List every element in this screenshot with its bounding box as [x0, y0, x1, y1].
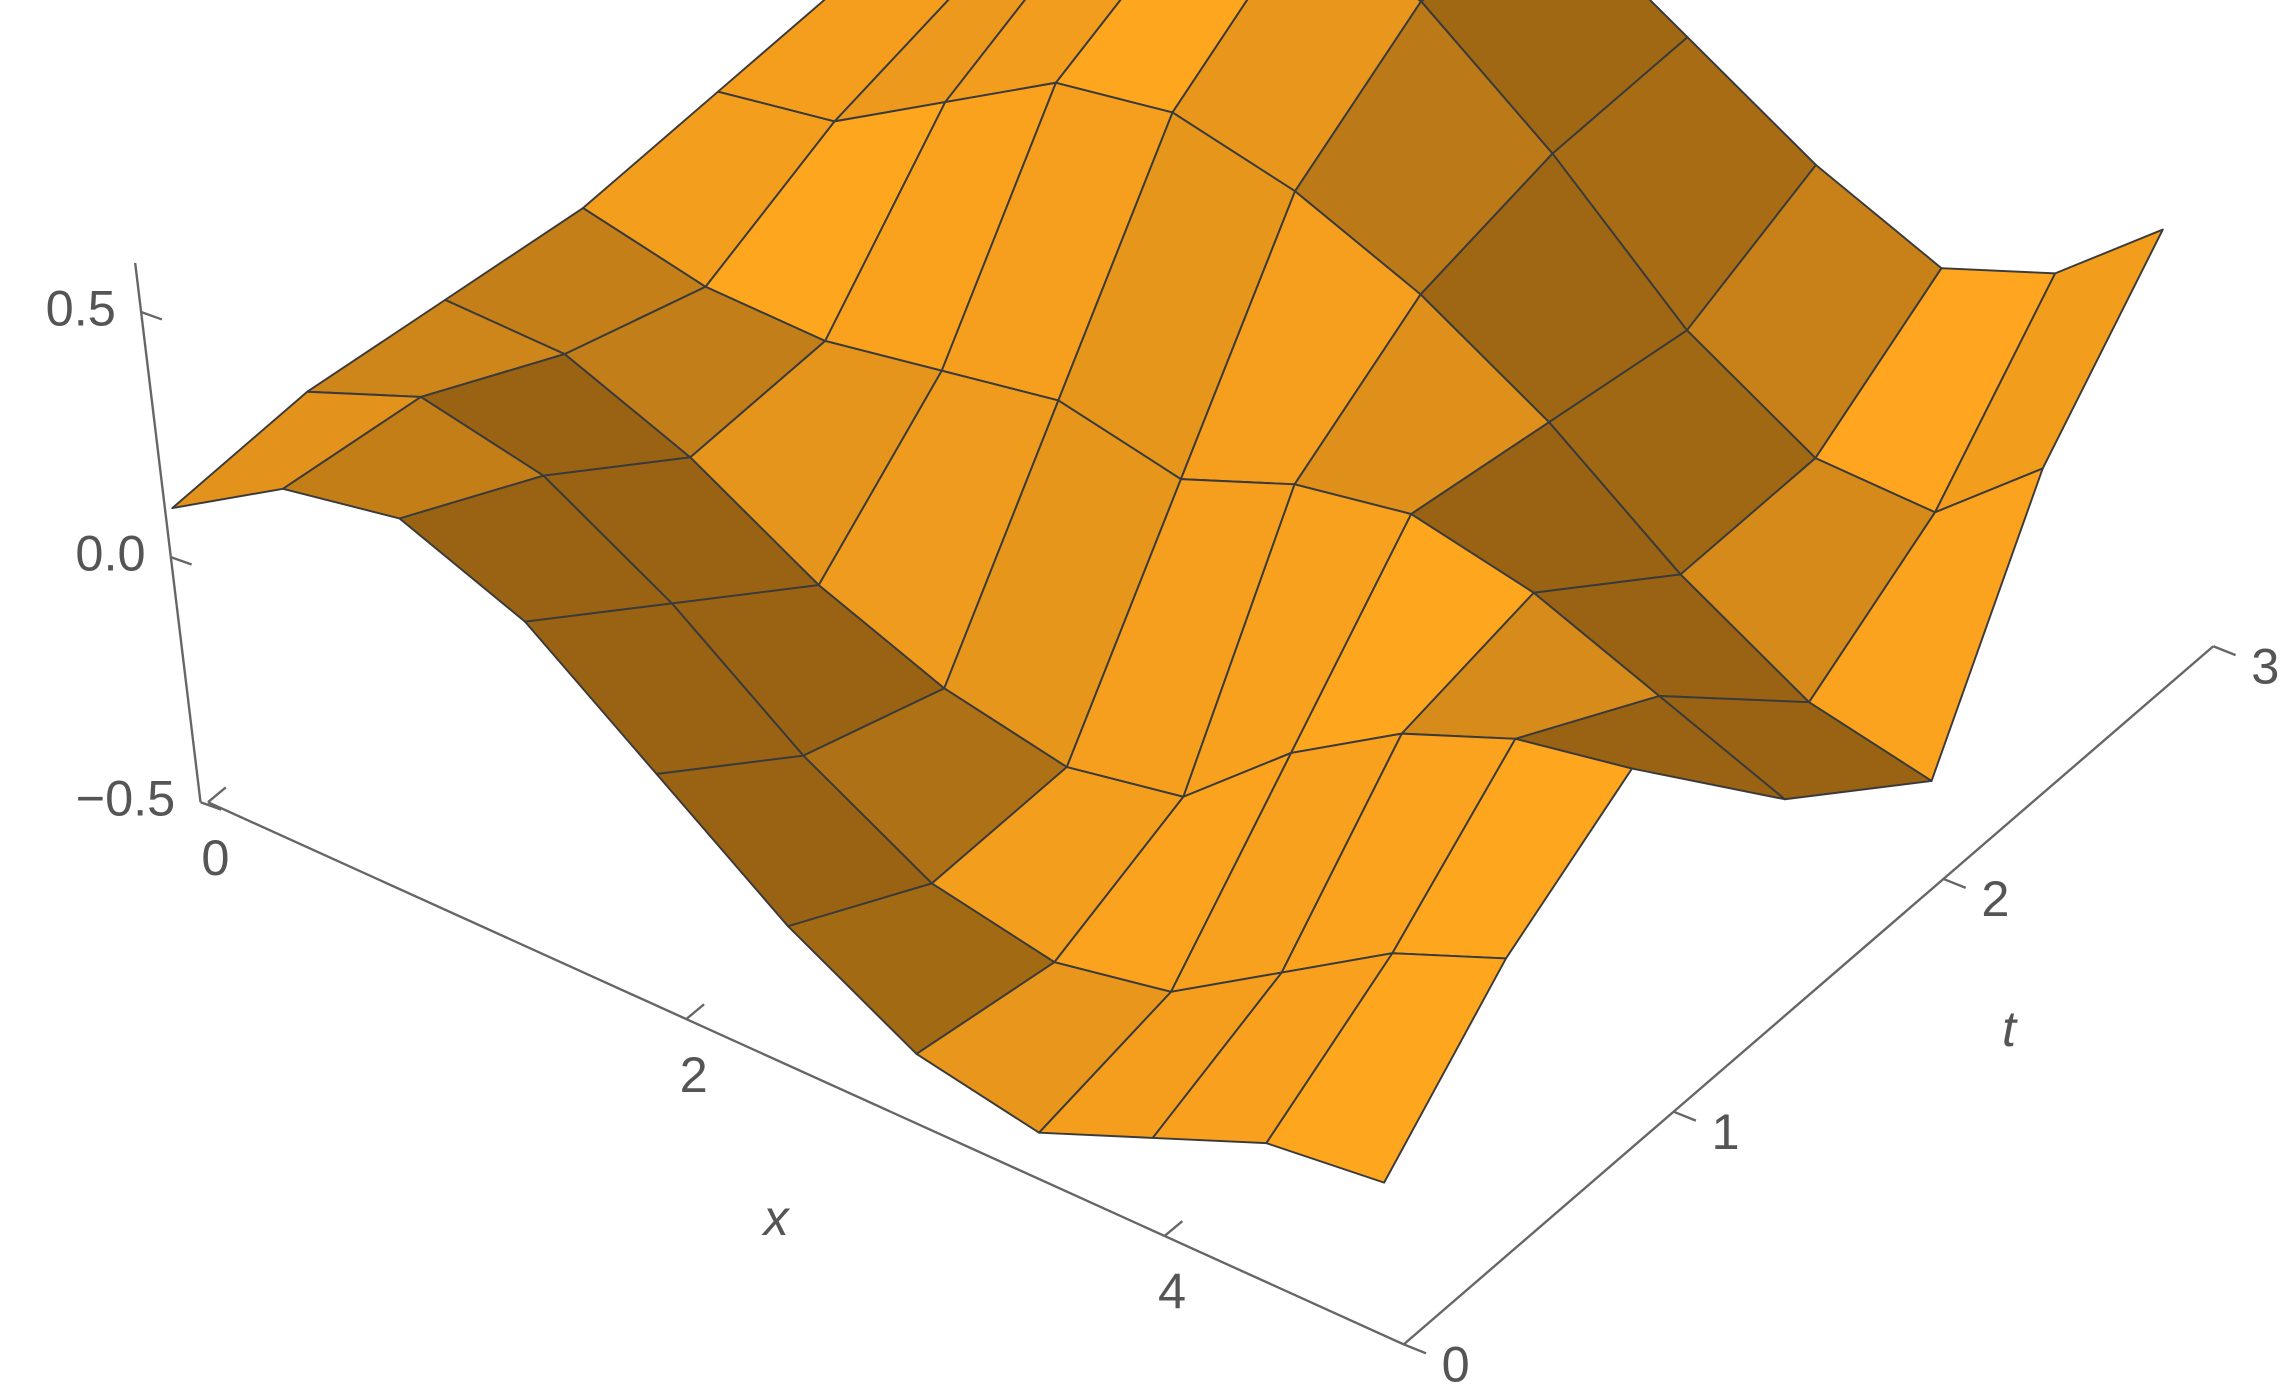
x-tick-label: 2 [680, 1046, 708, 1103]
y-tick [2212, 645, 2237, 657]
x-tick [207, 786, 227, 804]
z-tick [140, 310, 163, 321]
y-tick-label: 1 [1712, 1103, 1740, 1160]
x-tick [685, 1003, 705, 1020]
z-tick-label: 0.5 [46, 279, 116, 336]
z-axis [133, 262, 202, 803]
surface-patch [1265, 952, 1507, 1184]
y-tick [1673, 1110, 1697, 1122]
z-tick [170, 555, 193, 566]
y-axis [1402, 645, 2215, 1346]
y-tick-label: 2 [1981, 870, 2009, 927]
x-tick-label: 0 [201, 829, 229, 886]
y-tick [1943, 877, 1967, 889]
z-tick [200, 801, 222, 811]
x-tick-label: 4 [1158, 1263, 1186, 1320]
surface [171, 0, 2164, 1184]
z-tick-label: −0.5 [76, 770, 176, 827]
x-axis-label: x [761, 1189, 791, 1246]
y-tick-label: 3 [2251, 637, 2279, 694]
y-tick [1403, 1343, 1427, 1355]
x-axis [207, 801, 1405, 1346]
z-tick-label: 0.0 [75, 524, 145, 581]
y-tick-label: 0 [1442, 1336, 1470, 1392]
axes: 0 2 4 x 0 1 2 3 t −0.5 0.0 0.5 [46, 262, 2279, 1392]
y-axis-label: t [2002, 1000, 2018, 1057]
x-tick [1163, 1220, 1184, 1237]
